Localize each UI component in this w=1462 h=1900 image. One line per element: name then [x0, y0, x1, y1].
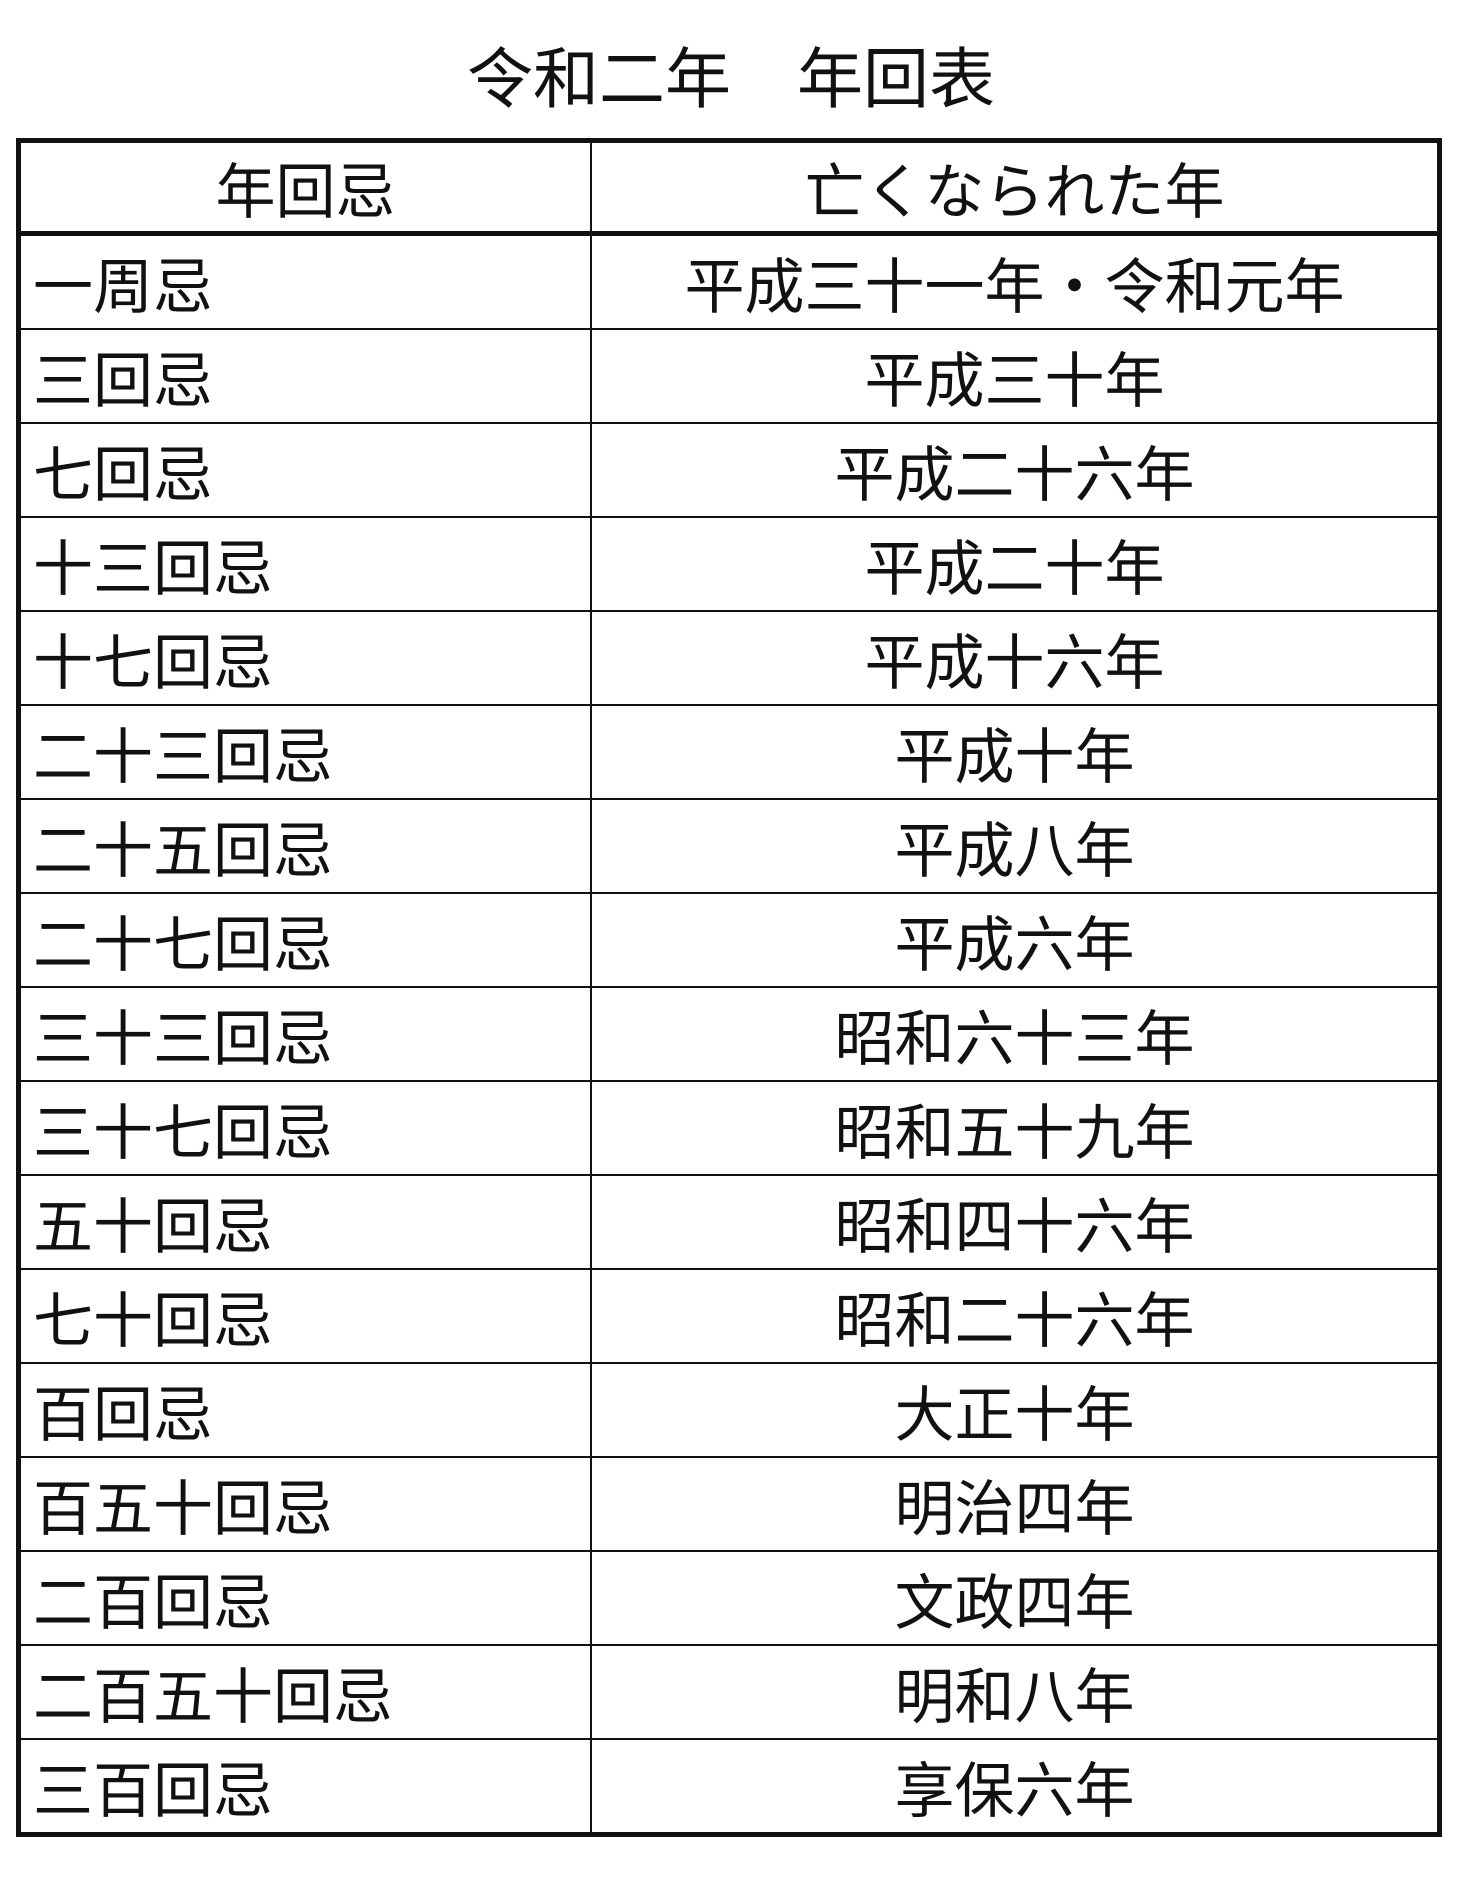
cell: 大正十年 [590, 1362, 1441, 1458]
row: 百回忌 大正十年 [17, 1362, 1441, 1458]
row: 三十七回忌 昭和五十九年 [17, 1080, 1441, 1176]
cell: 三十三回忌 [17, 986, 592, 1082]
header-cell: 年回忌 [17, 139, 592, 236]
cell: 平成六年 [590, 892, 1441, 988]
cell: 平成八年 [590, 798, 1441, 894]
memorial-table: 年回忌 亡くなられた年 一周忌 平成三十一年・令和元年 三回忌 平成三十年 七回忌 平成二十六… [16, 138, 1442, 1837]
cell: 二十五回忌 [17, 798, 592, 894]
header-row: 年回忌 亡くなられた年 [17, 139, 1441, 236]
cell: 二百回忌 [17, 1550, 592, 1646]
title: 令和二年 年回表 [467, 41, 995, 118]
cell: 十三回忌 [17, 516, 592, 612]
cell: 七回忌 [17, 422, 592, 518]
cell: 文政四年 [590, 1550, 1441, 1646]
cell: 二百五十回忌 [17, 1644, 592, 1740]
cell: 明治四年 [590, 1456, 1441, 1552]
cell: 平成三十一年・令和元年 [590, 232, 1441, 330]
cell: 三回忌 [17, 328, 592, 424]
cell: 明和八年 [590, 1644, 1441, 1740]
cell: 一周忌 [17, 232, 592, 330]
cell: 昭和四十六年 [590, 1174, 1441, 1270]
row: 七十回忌 昭和二十六年 [17, 1268, 1441, 1364]
cell: 五十回忌 [17, 1174, 592, 1270]
cell: 昭和六十三年 [590, 986, 1441, 1082]
row: 三百回忌 享保六年 [17, 1738, 1441, 1836]
cell: 平成二十年 [590, 516, 1441, 612]
row: 百五十回忌 明治四年 [17, 1456, 1441, 1552]
cell: 二十七回忌 [17, 892, 592, 988]
row: 五十回忌 昭和四十六年 [17, 1174, 1441, 1270]
cell: 平成二十六年 [590, 422, 1441, 518]
header-cell: 亡くなられた年 [590, 139, 1441, 236]
cell: 昭和五十九年 [590, 1080, 1441, 1176]
row: 一周忌 平成三十一年・令和元年 [17, 232, 1441, 330]
row: 七回忌 平成二十六年 [17, 422, 1441, 518]
row: 二十五回忌 平成八年 [17, 798, 1441, 894]
row: 二百五十回忌 明和八年 [17, 1644, 1441, 1740]
cell: 百回忌 [17, 1362, 592, 1458]
row: 二十七回忌 平成六年 [17, 892, 1441, 988]
cell: 平成三十年 [590, 328, 1441, 424]
row: 三十三回忌 昭和六十三年 [17, 986, 1441, 1082]
row: 十三回忌 平成二十年 [17, 516, 1441, 612]
row: 二十三回忌 平成十年 [17, 704, 1441, 800]
row: 三回忌 平成三十年 [17, 328, 1441, 424]
cell: 享保六年 [590, 1738, 1441, 1836]
cell: 十七回忌 [17, 610, 592, 706]
cell: 三百回忌 [17, 1738, 592, 1836]
table-body: 年回忌 亡くなられた年 一周忌 平成三十一年・令和元年 三回忌 平成三十年 七回忌 平成二十六… [17, 139, 1441, 1836]
cell: 百五十回忌 [17, 1456, 592, 1552]
row: 十七回忌 平成十六年 [17, 610, 1441, 706]
cell: 平成十年 [590, 704, 1441, 800]
cell: 昭和二十六年 [590, 1268, 1441, 1364]
cell: 三十七回忌 [17, 1080, 592, 1176]
cell: 七十回忌 [17, 1268, 592, 1364]
row: 二百回忌 文政四年 [17, 1550, 1441, 1646]
cell: 平成十六年 [590, 610, 1441, 706]
cell: 二十三回忌 [17, 704, 592, 800]
